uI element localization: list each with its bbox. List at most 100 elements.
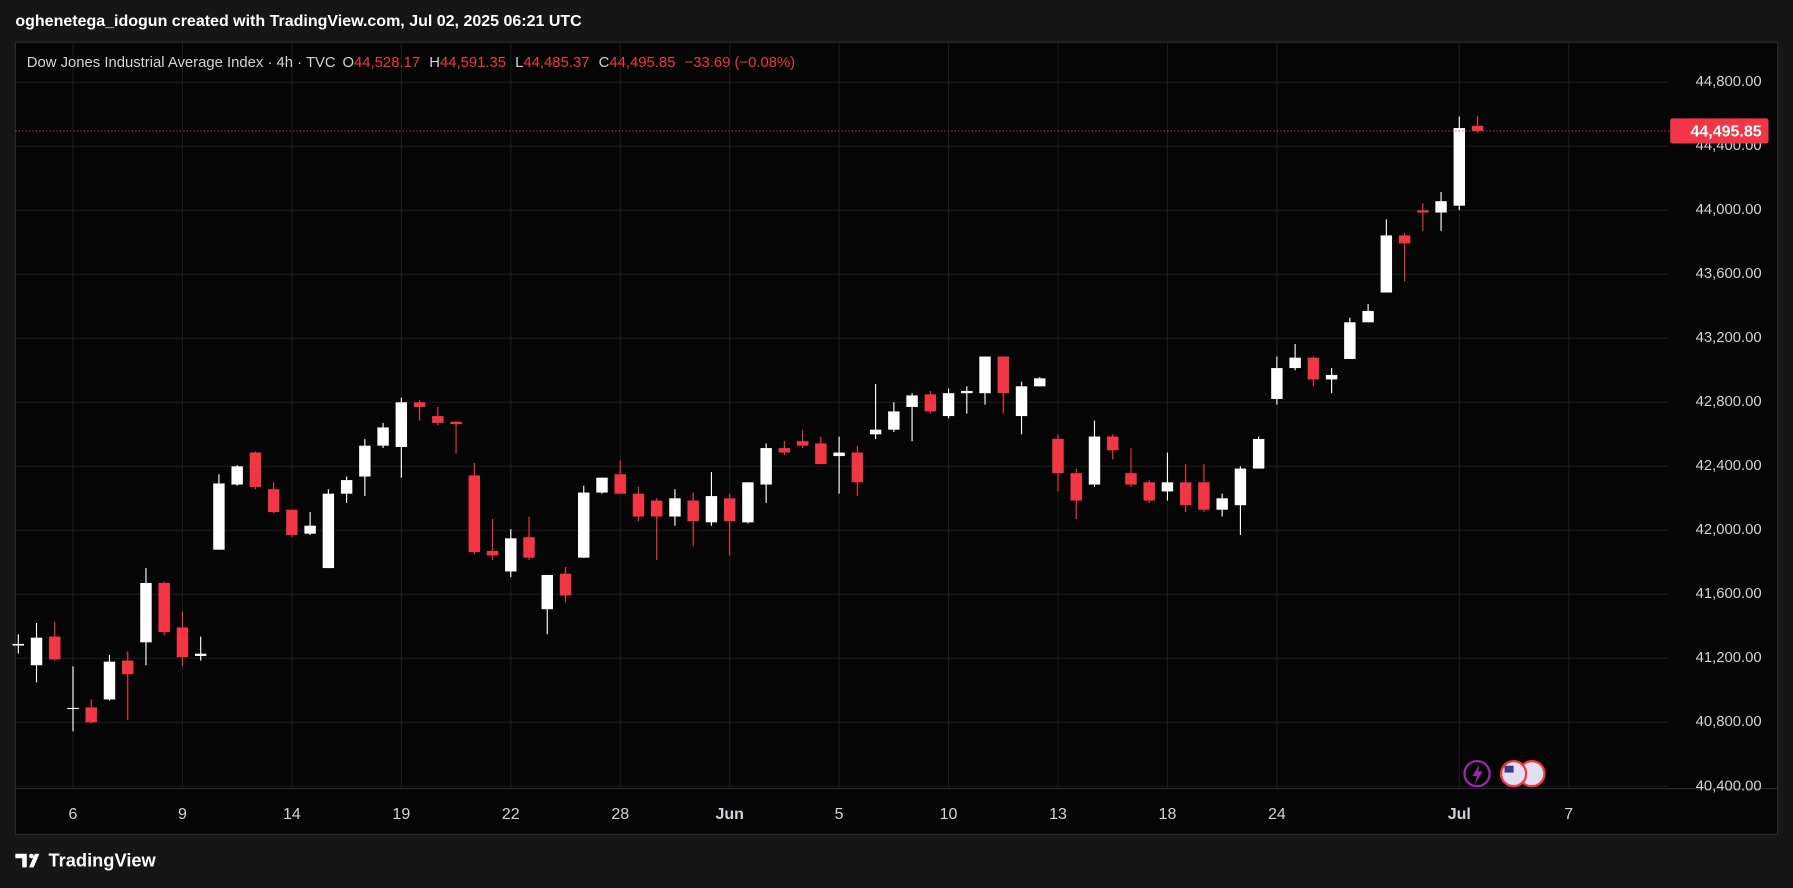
logo-text: TradingView [49,850,157,871]
candle-body [377,427,389,446]
y-tick-label: 41,600.00 [1696,586,1762,602]
candle-body [1307,357,1320,380]
candle-body [523,537,535,558]
candle-body [213,483,225,550]
candle-body [85,707,97,723]
legend-close: 44,495.85 [609,55,675,71]
x-tick-label: 14 [283,806,301,823]
candle-body [778,448,791,453]
y-tick-label: 41,200.00 [1696,650,1762,666]
y-tick-label: 40,800.00 [1696,714,1762,730]
candle-body [486,550,499,556]
candle-body [450,421,462,425]
candle-body [1252,438,1265,469]
candle-body [176,627,189,658]
candle-body [888,411,900,430]
candle-body [359,445,371,477]
logo-mark [15,853,40,868]
candle-body [979,356,991,394]
candle-body [723,498,736,522]
candle-body [1380,235,1393,293]
candle-body [961,390,973,394]
candle-body [1198,482,1210,510]
legend-low: 44,485.37 [523,55,589,71]
x-tick-label: 18 [1159,806,1177,823]
candle-body [541,574,553,610]
candle-body [1325,374,1338,380]
logo: TradingView [15,850,157,871]
candle-body [304,525,316,534]
candle-body [1362,310,1374,323]
y-tick-label: 43,600.00 [1696,266,1762,282]
legend-letter: C [599,55,610,71]
candle-body [1398,235,1411,244]
y-tick-label: 42,400.00 [1696,458,1762,474]
candle-body [1015,386,1028,417]
legend-high: 44,591.35 [440,55,506,71]
candle-body [267,489,280,513]
candle-body [1107,436,1119,451]
candle-body [1088,436,1101,485]
legend-title: Dow Jones Industrial Average Index · 4h … [27,55,336,71]
lightning-bolt [1472,764,1483,784]
candle-body [1125,473,1137,485]
header: oghenetega_idogun created with TradingVi… [15,13,582,30]
candle-body [505,538,517,572]
candle-body [1453,128,1466,206]
candle-body [468,475,481,553]
candle-body [851,452,864,483]
candle-body [669,498,681,517]
y-tick-label: 44,000.00 [1696,202,1762,218]
x-tick-label: 13 [1049,806,1067,823]
y-tick-label: 43,200.00 [1696,330,1762,346]
candle-body [796,441,809,446]
candle-body [1070,473,1082,501]
candle-body [1417,210,1429,213]
candle-body [340,480,353,494]
x-tick-label: 7 [1564,806,1573,823]
legend-letter: H [429,55,440,71]
candle-body [413,402,426,407]
candle-body [687,500,699,522]
candle-body [1289,357,1301,369]
price-tag [1670,118,1769,144]
x-tick-label: 22 [502,806,520,823]
candle-body [559,573,572,596]
candle-body [49,636,61,660]
candle-body [231,466,243,485]
candle-body [705,496,718,523]
candle-body [1216,498,1228,510]
candle-body [760,448,772,485]
candle-body [997,356,1009,394]
price-tag-label: 44,495.85 [1690,123,1761,140]
candle-body [432,416,444,423]
x-tick-label: 24 [1268,806,1286,823]
y-tick-label: 42,800.00 [1696,394,1762,410]
candle-body [906,395,918,407]
x-tick-label: 28 [611,806,629,823]
lightning-icon [1463,760,1491,788]
candle-body [742,482,754,523]
candle-body [1435,201,1447,213]
candle-body [1143,482,1155,501]
legend: Dow Jones Industrial Average Index · 4h … [27,55,795,71]
chart-panel [14,41,1779,835]
candle-body [924,394,937,412]
candles [12,115,1670,732]
candle-body [1052,438,1064,474]
legend-letter: O [343,55,355,71]
candle-body [632,493,645,517]
candle-body [596,477,608,493]
candle-body [322,493,335,569]
candle-body [12,643,24,646]
flag-icon [1499,760,1528,788]
candle-body [249,452,262,487]
candle-body [614,474,626,494]
x-tick-label: 9 [178,806,187,823]
grid [15,42,1670,789]
candle-body [122,660,134,675]
flag-canton [1504,765,1514,773]
candle-body [30,637,43,666]
x-tick-label: Jul [1448,806,1471,823]
